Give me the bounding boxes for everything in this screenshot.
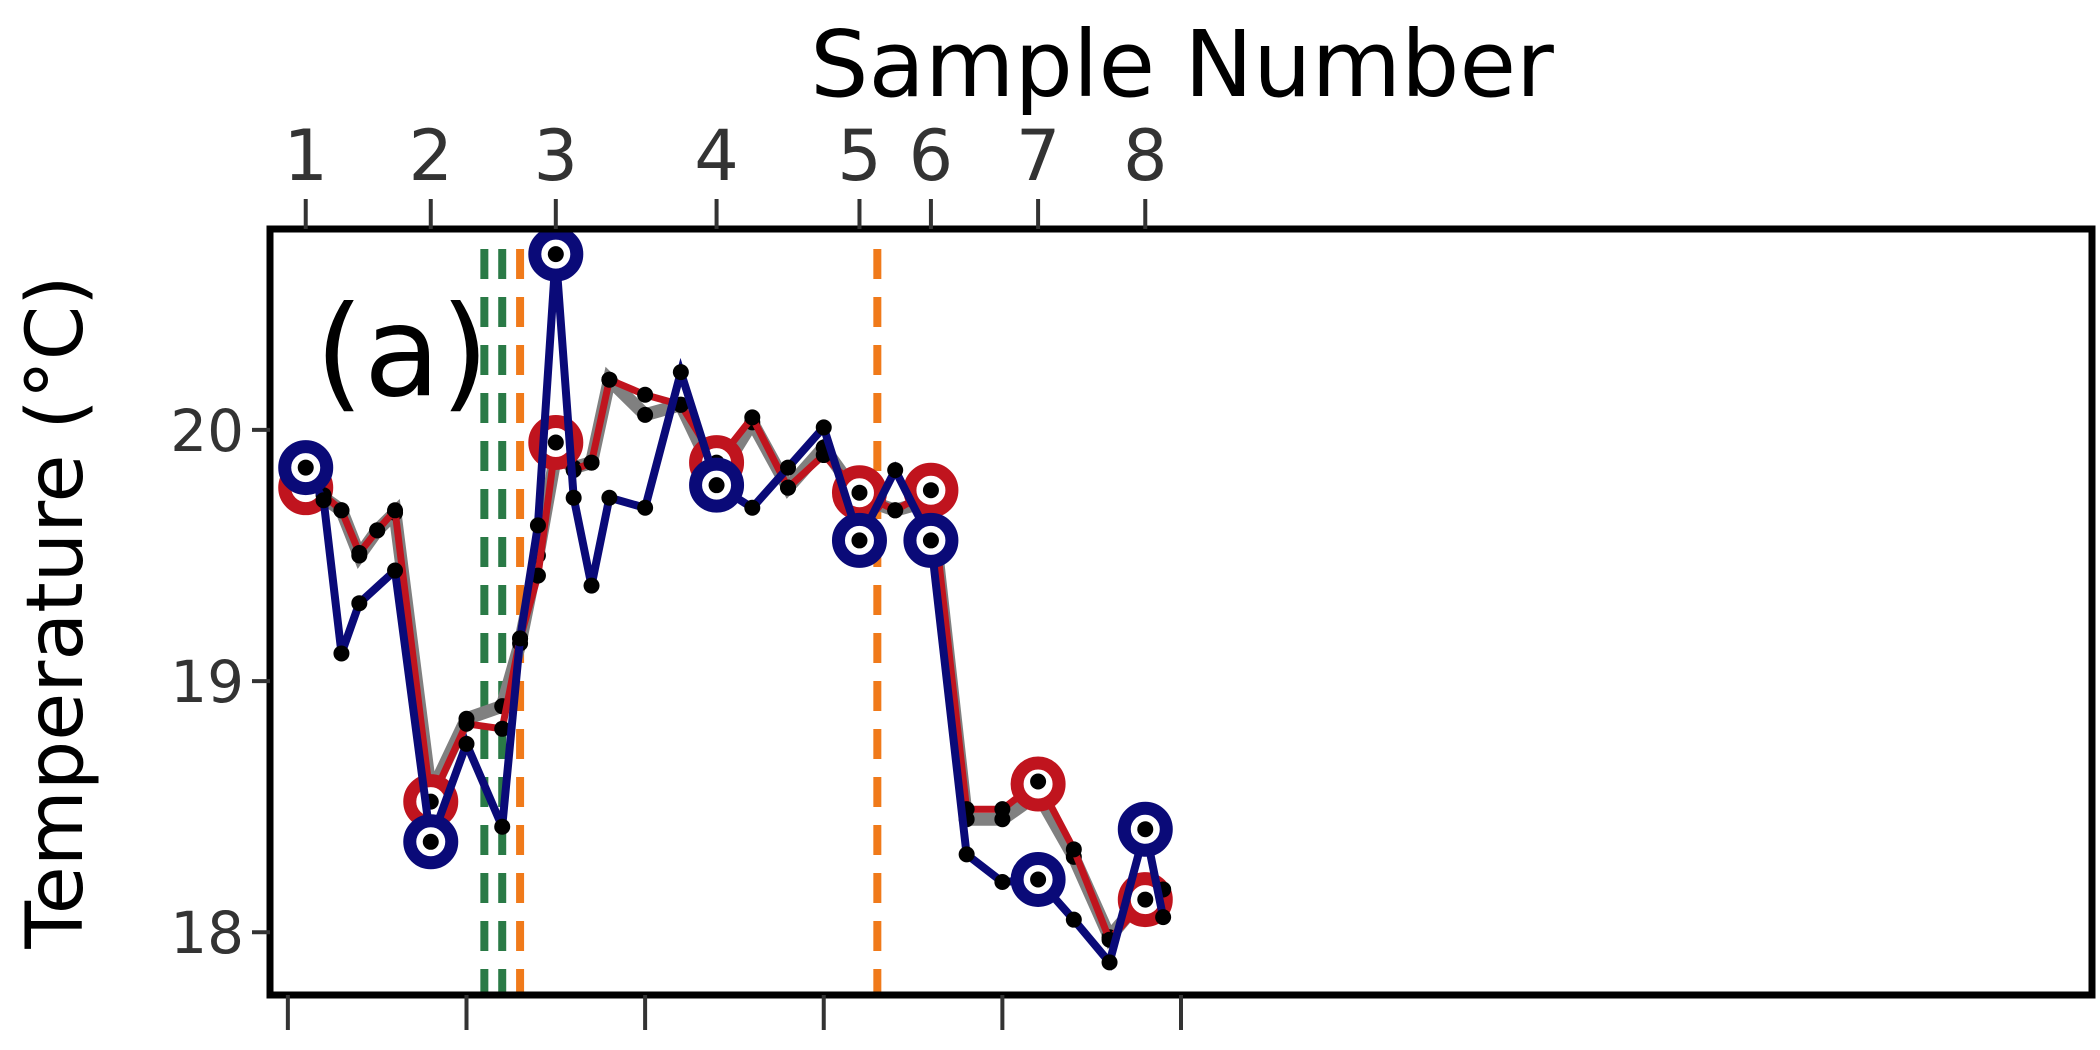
data-point-3-4 [351, 595, 368, 612]
x-axis-title: Sample Number [810, 11, 1554, 118]
top-tick-label-5: 5 [837, 115, 882, 197]
data-point-2-26 [994, 801, 1011, 818]
data-point-3-9 [512, 630, 529, 647]
y-tick-label-2: 19 [170, 648, 244, 716]
top-tick-label-4: 4 [694, 115, 739, 197]
data-point-3-29 [1137, 821, 1154, 838]
data-point-2-9 [494, 720, 511, 737]
data-point-3-30 [1155, 909, 1172, 926]
data-point-3-1 [297, 459, 314, 476]
data-point-3-18 [744, 499, 761, 516]
panel-label: (a) [315, 280, 489, 425]
data-point-2-20 [780, 479, 797, 496]
data-point-2-15 [601, 371, 618, 388]
data-point-2-6 [387, 502, 404, 519]
vertical-marker-lines [480, 249, 882, 995]
data-point-3-7 [458, 735, 475, 752]
series-3 [278, 226, 1173, 971]
data-point-3-27 [1065, 911, 1082, 928]
data-point-3-11 [547, 246, 564, 263]
data-point-3-16 [672, 364, 689, 381]
top-tick-label-3: 3 [534, 115, 579, 197]
data-point-3-8 [494, 818, 511, 835]
y-tick-label-3: 20 [170, 397, 244, 465]
data-point-2-16 [637, 386, 654, 403]
data-point-3-20 [815, 419, 832, 436]
data-point-3-3 [333, 645, 350, 662]
data-point-2-14 [583, 454, 600, 471]
data-point-3-6 [422, 833, 439, 850]
data-point-2-27 [1030, 773, 1047, 790]
data-point-2-19 [744, 409, 761, 426]
data-point-3-26 [1030, 871, 1047, 888]
data-point-3-19 [780, 459, 797, 476]
data-point-2-8 [458, 715, 475, 732]
data-point-1-16 [637, 406, 654, 423]
data-point-3-14 [601, 489, 618, 506]
data-point-2-3 [333, 502, 350, 519]
data-point-2-4 [351, 544, 368, 561]
series-layer [278, 226, 1173, 971]
data-point-3-2 [315, 492, 332, 509]
data-point-3-21 [851, 532, 868, 549]
data-point-3-25 [994, 873, 1011, 890]
data-point-2-23 [887, 502, 904, 519]
y-tick-label-1: 18 [170, 899, 244, 967]
data-point-3-13 [583, 577, 600, 594]
data-point-3-17 [708, 477, 725, 494]
y-axis-title: Temperature (°C) [11, 275, 101, 949]
data-point-2-28 [1065, 841, 1082, 858]
data-point-2-30 [1137, 891, 1154, 908]
top-tick-label-1: 1 [283, 115, 328, 197]
data-point-3-10 [529, 517, 546, 534]
left-axis: 18 19 20 [170, 397, 270, 967]
data-point-3-24 [958, 846, 975, 863]
data-point-2-5 [369, 522, 386, 539]
top-tick-label-6: 6 [909, 115, 954, 197]
data-point-2-12 [547, 434, 564, 451]
data-point-3-23 [922, 532, 939, 549]
data-point-3-22 [887, 462, 904, 479]
top-tick-label-2: 2 [408, 115, 453, 197]
data-point-2-24 [922, 482, 939, 499]
top-tick-label-8: 8 [1123, 115, 1168, 197]
top-tick-label-7: 7 [1016, 115, 1061, 197]
data-point-3-28 [1101, 954, 1118, 971]
data-point-3-5 [387, 562, 404, 579]
bottom-axis [285, 995, 1183, 1030]
data-point-3-12 [565, 489, 582, 506]
data-point-2-22 [851, 484, 868, 501]
data-point-3-15 [637, 499, 654, 516]
